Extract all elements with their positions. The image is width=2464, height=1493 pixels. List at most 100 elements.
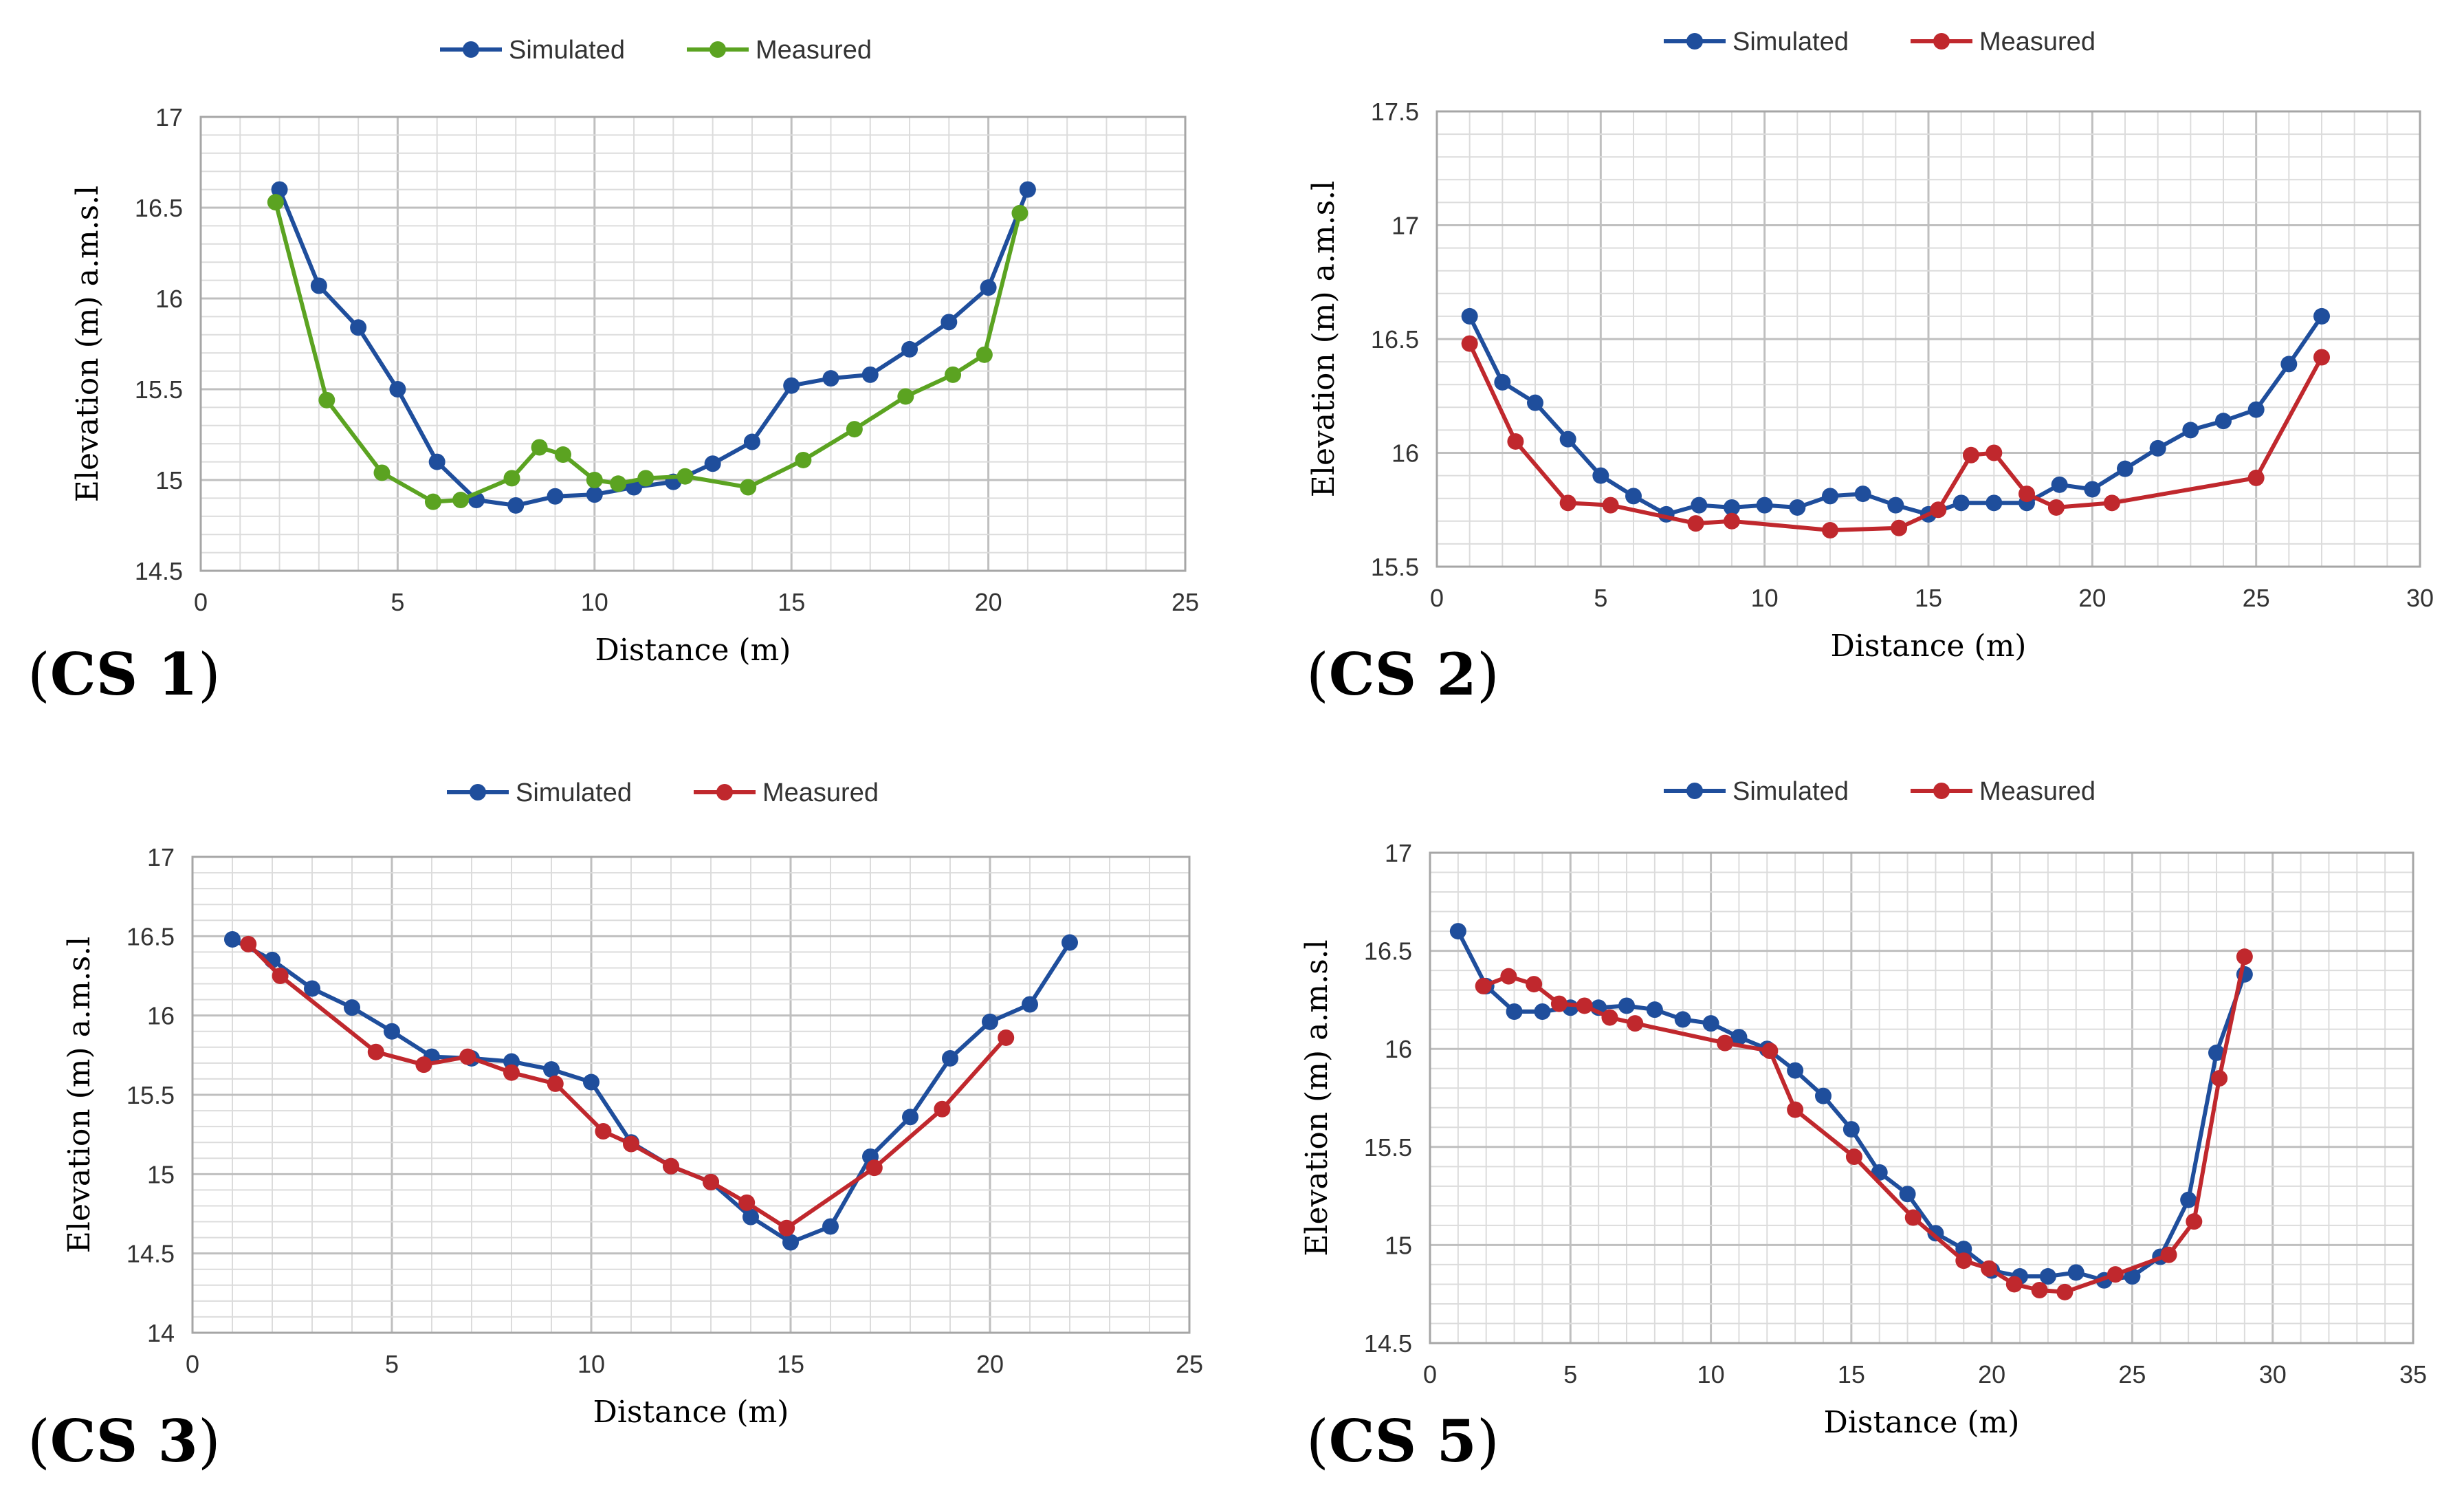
data-point-simulated — [1927, 1225, 1944, 1242]
x-tick-label: 25 — [1172, 588, 1199, 616]
data-point-measured — [1955, 1252, 1972, 1269]
data-point-measured — [623, 1135, 639, 1153]
panel-label-part: ) — [198, 1408, 221, 1475]
data-point-simulated — [1887, 497, 1904, 514]
chart-panel-cs1: 0 5 10 15 20 25 14.5 15 15.5 16 16.5 17 Distance (m)… — [28, 36, 1199, 708]
panel-label-part: CS 5 — [1329, 1407, 1477, 1475]
legend-marker — [1933, 783, 1950, 799]
y-tick-label: 16.5 — [1371, 325, 1419, 353]
data-point-measured — [1507, 433, 1524, 450]
panel-label-part: ( — [28, 641, 50, 708]
data-point-simulated — [1592, 467, 1609, 484]
x-tick-label: 30 — [2406, 584, 2434, 612]
data-point-measured — [740, 479, 757, 496]
data-point-simulated — [2067, 1264, 2084, 1281]
data-point-simulated — [1691, 497, 1708, 514]
panel-label-part: ) — [198, 641, 221, 708]
data-point-simulated — [1625, 488, 1642, 505]
x-tick-label: 15 — [1838, 1360, 1865, 1388]
x-tick-label: 5 — [390, 588, 404, 616]
data-point-simulated — [344, 999, 360, 1016]
data-point-simulated — [507, 497, 525, 514]
data-point-measured — [610, 475, 627, 492]
data-point-simulated — [1842, 1121, 1860, 1138]
data-point-measured — [1601, 1009, 1618, 1026]
gridlines — [1436, 110, 2421, 568]
data-point-simulated — [2208, 1044, 2225, 1061]
data-point-measured — [272, 968, 289, 984]
data-point-measured — [1822, 522, 1838, 539]
x-tick-label: 5 — [1594, 584, 1607, 612]
y-tick-label: 15 — [147, 1160, 175, 1188]
y-tick-label: 17 — [147, 843, 175, 871]
data-point-simulated — [1062, 934, 1078, 951]
y-tick-label: 15.5 — [126, 1081, 175, 1109]
data-point-simulated — [1494, 373, 1511, 391]
legend-marker — [1686, 783, 1703, 799]
plot-area-border — [191, 856, 1191, 1334]
data-point-measured — [503, 1064, 520, 1081]
data-point-simulated — [586, 486, 603, 503]
x-tick-label: 15 — [777, 1350, 804, 1378]
data-point-measured — [1550, 995, 1568, 1012]
y-tick-label: 17 — [155, 103, 183, 131]
data-point-simulated — [901, 340, 918, 358]
data-point-measured — [452, 492, 470, 509]
data-point-measured — [415, 1056, 432, 1074]
legend-marker — [716, 784, 733, 800]
x-tick-label: 20 — [1978, 1360, 2005, 1388]
panel-label-part: CS 3 — [50, 1407, 198, 1475]
data-point-measured — [373, 464, 390, 481]
data-point-measured — [2211, 1069, 2228, 1087]
data-point-simulated — [2247, 401, 2265, 418]
y-tick-label: 17 — [1392, 212, 1419, 240]
data-point-measured — [267, 194, 284, 211]
data-point-simulated — [1854, 486, 1871, 503]
legend-marker — [710, 41, 726, 58]
data-point-simulated — [2084, 481, 2101, 498]
data-point-measured — [2160, 1246, 2177, 1263]
data-point-measured — [897, 388, 914, 405]
x-tick-label: 5 — [1563, 1360, 1577, 1388]
y-tick-label: 16 — [155, 285, 183, 313]
data-point-simulated — [2182, 422, 2199, 439]
y-tick-label: 15 — [1385, 1231, 1412, 1259]
data-point-simulated — [1899, 1186, 1916, 1203]
data-point-simulated — [1019, 181, 1036, 198]
data-point-simulated — [428, 453, 446, 470]
y-axis-title: Elevation (m) a.m.s.l — [1299, 939, 1334, 1256]
data-point-simulated — [1527, 394, 1543, 411]
x-tick-label: 10 — [578, 1350, 605, 1378]
x-axis-title: Distance (m) — [595, 633, 791, 668]
y-tick-label: 15.5 — [1371, 553, 1419, 581]
data-point-measured — [2313, 349, 2330, 366]
legend-marker — [463, 41, 479, 58]
x-tick-label: 25 — [2243, 584, 2270, 612]
y-tick-label: 16 — [147, 1002, 175, 1030]
x-axis-title: Distance (m) — [1824, 1405, 2020, 1440]
x-tick-label: 35 — [2399, 1360, 2427, 1388]
x-tick-label: 0 — [1423, 1360, 1437, 1388]
data-point-measured — [318, 391, 336, 408]
panel-label-part: ) — [1477, 641, 1499, 708]
legend: Simulated Measured — [440, 36, 872, 65]
y-tick-label: 15.5 — [135, 375, 183, 404]
y-axis-title: Elevation (m) a.m.s.l — [1306, 181, 1341, 498]
data-point-simulated — [742, 1208, 759, 1225]
y-tick-label: 14.5 — [1364, 1329, 1412, 1358]
x-tick-label: 25 — [2118, 1360, 2146, 1388]
data-point-measured — [1526, 976, 1543, 993]
y-tick-label: 14 — [147, 1319, 175, 1347]
x-tick-label: 10 — [1697, 1360, 1725, 1388]
data-point-simulated — [2280, 356, 2298, 373]
data-point-measured — [2056, 1283, 2074, 1300]
legend-label: Measured — [1979, 777, 2096, 806]
data-point-simulated — [384, 1023, 400, 1040]
panel-label-part: ( — [1306, 641, 1329, 708]
data-point-measured — [738, 1194, 756, 1211]
data-point-measured — [586, 472, 603, 488]
data-point-simulated — [982, 1013, 998, 1030]
data-point-simulated — [2039, 1268, 2056, 1285]
data-point-simulated — [1534, 1003, 1551, 1021]
data-point-measured — [2005, 1276, 2023, 1293]
